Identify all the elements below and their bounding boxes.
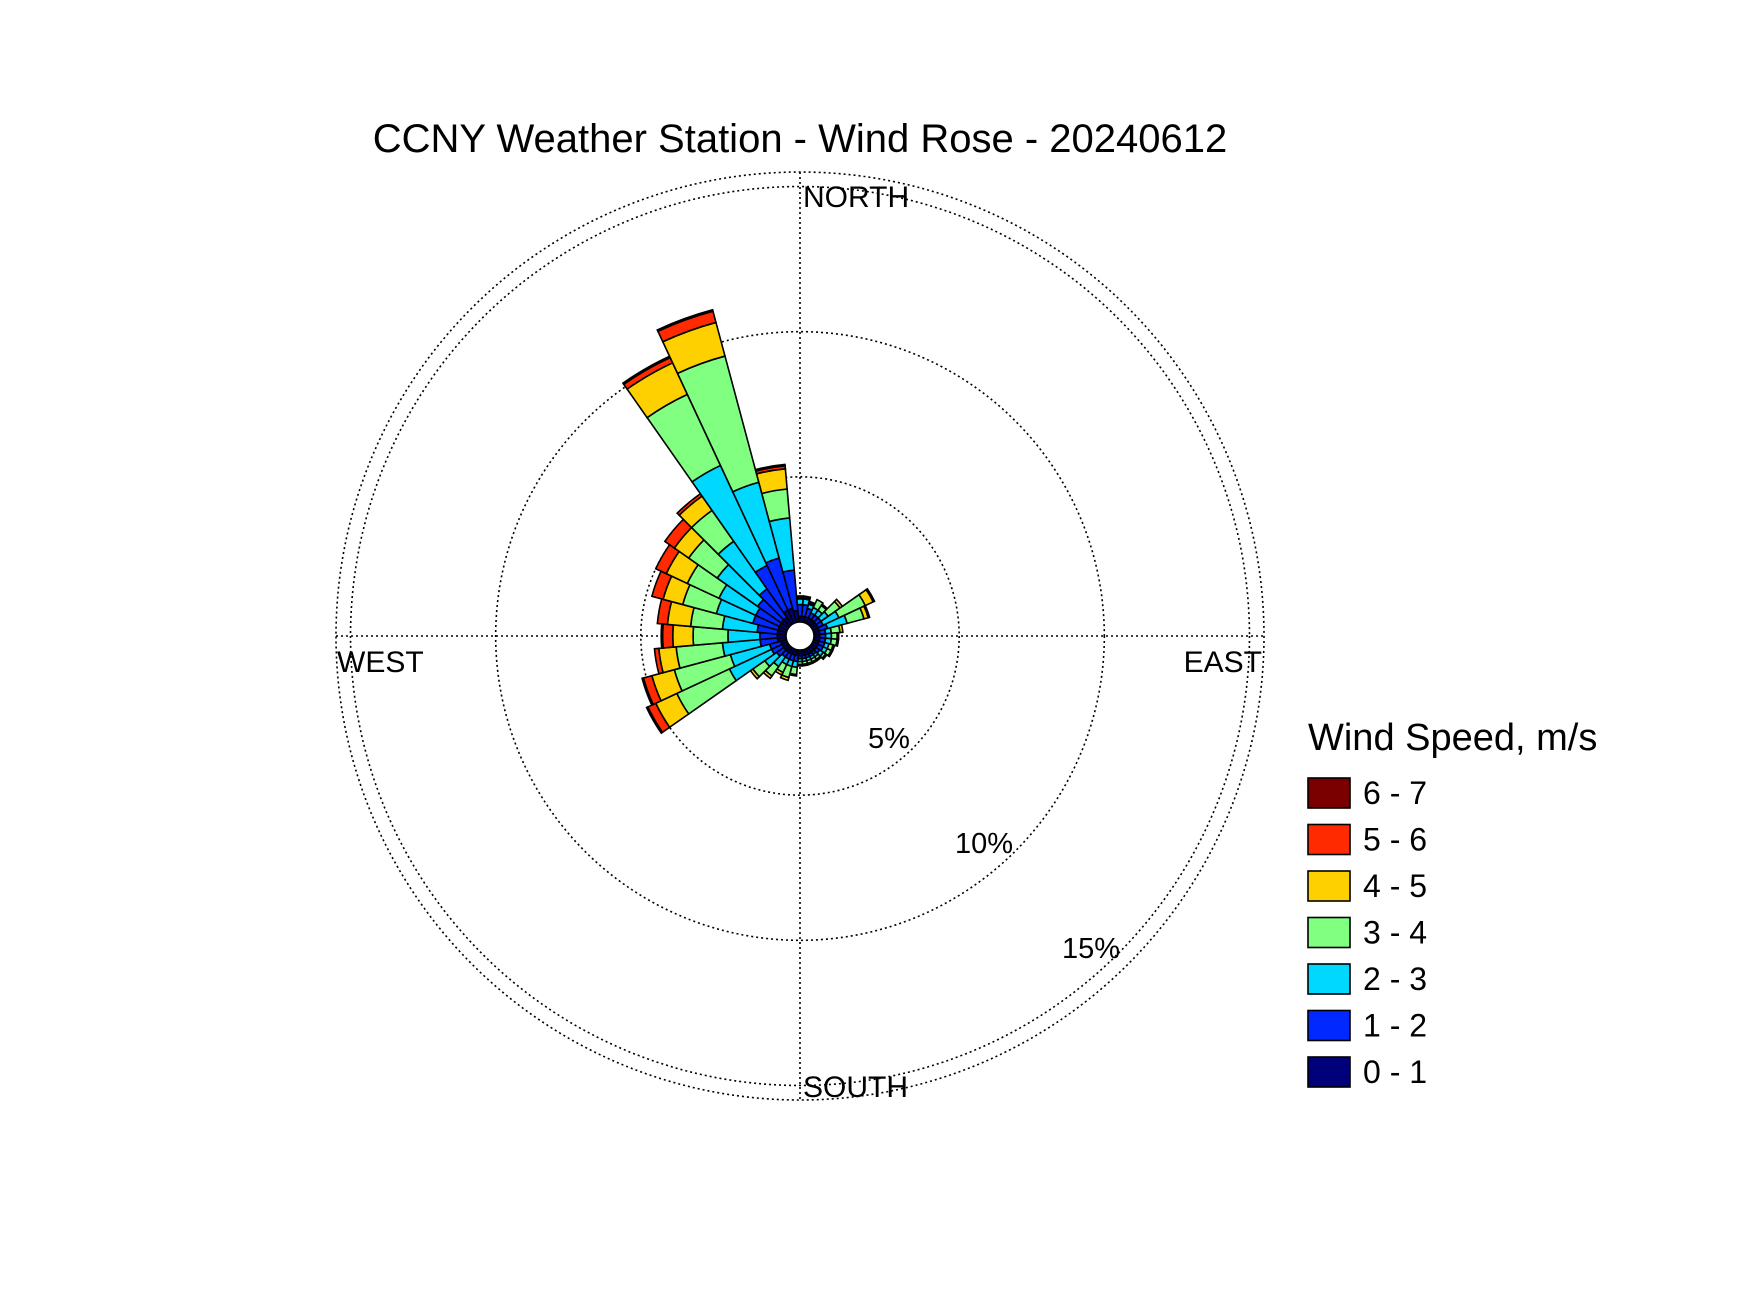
- legend-swatch-3: [1307, 916, 1351, 949]
- sector-70-bin-5: [862, 604, 871, 619]
- sector-350-bin-6: [754, 463, 786, 473]
- wind-sectors: [621, 308, 876, 735]
- compass-east-label: EAST: [1184, 646, 1262, 679]
- sector-60-bin-5: [865, 587, 876, 603]
- sector-0-bin-4: [795, 595, 805, 599]
- chart-title: CCNY Weather Station - Wind Rose - 20240…: [373, 117, 1228, 161]
- legend-label-5: 1 - 2: [1363, 1008, 1427, 1044]
- sector-100-bin-4: [834, 638, 840, 647]
- sector-270-bin-6: [660, 623, 665, 649]
- legend-swatch-4: [1307, 963, 1351, 995]
- grid-ring-10: [494, 330, 1106, 942]
- legend: Wind Speed, m/s 6 - 7 5 - 6 4 - 5 3 - 4 2 - …: [1307, 717, 1597, 1090]
- legend-swatch-6: [1307, 1056, 1351, 1088]
- grid-ring-15: [349, 185, 1251, 1087]
- sector-80-bin-4: [837, 623, 844, 634]
- compass-north-label: NORTH: [803, 181, 909, 214]
- sector-90-bin-4: [836, 631, 840, 641]
- compass-south-label: SOUTH: [803, 1071, 908, 1104]
- sector-250-bin-6: [641, 676, 655, 707]
- sector-120-bin-4: [827, 649, 834, 658]
- ring-label-15: 15%: [1062, 933, 1120, 965]
- legend-label-6: 0 - 1: [1363, 1054, 1427, 1090]
- legend-label-1: 5 - 6: [1363, 822, 1427, 858]
- sector-30-bin-3: [812, 598, 825, 612]
- sector-270-bin-4: [671, 624, 695, 648]
- sector-10-bin-4: [802, 595, 812, 600]
- legend-swatch-2: [1307, 870, 1351, 902]
- legend-title: Wind Speed, m/s: [1308, 717, 1597, 759]
- sector-240-bin-6: [645, 705, 664, 735]
- center-hole: [785, 621, 815, 651]
- compass-west-label: WEST: [337, 646, 424, 679]
- ring-label-5: 5%: [868, 723, 910, 755]
- legend-label-3: 3 - 4: [1363, 915, 1427, 951]
- sector-260-bin-5: [653, 647, 665, 675]
- legend-swatch-0: [1307, 777, 1351, 809]
- sector-270-bin-5: [661, 623, 675, 649]
- polar-grid: [335, 171, 1265, 1101]
- legend-label-4: 2 - 3: [1363, 961, 1427, 997]
- sector-200-bin-4: [779, 673, 790, 682]
- legend-swatch-1: [1307, 823, 1351, 856]
- legend-label-2: 4 - 5: [1363, 868, 1427, 904]
- legend-swatch-5: [1307, 1009, 1351, 1042]
- legend-label-0: 6 - 7: [1363, 775, 1427, 811]
- ring-label-10: 10%: [955, 828, 1013, 860]
- sector-340-bin-6: [656, 308, 714, 333]
- sector-130-bin-4: [821, 652, 829, 661]
